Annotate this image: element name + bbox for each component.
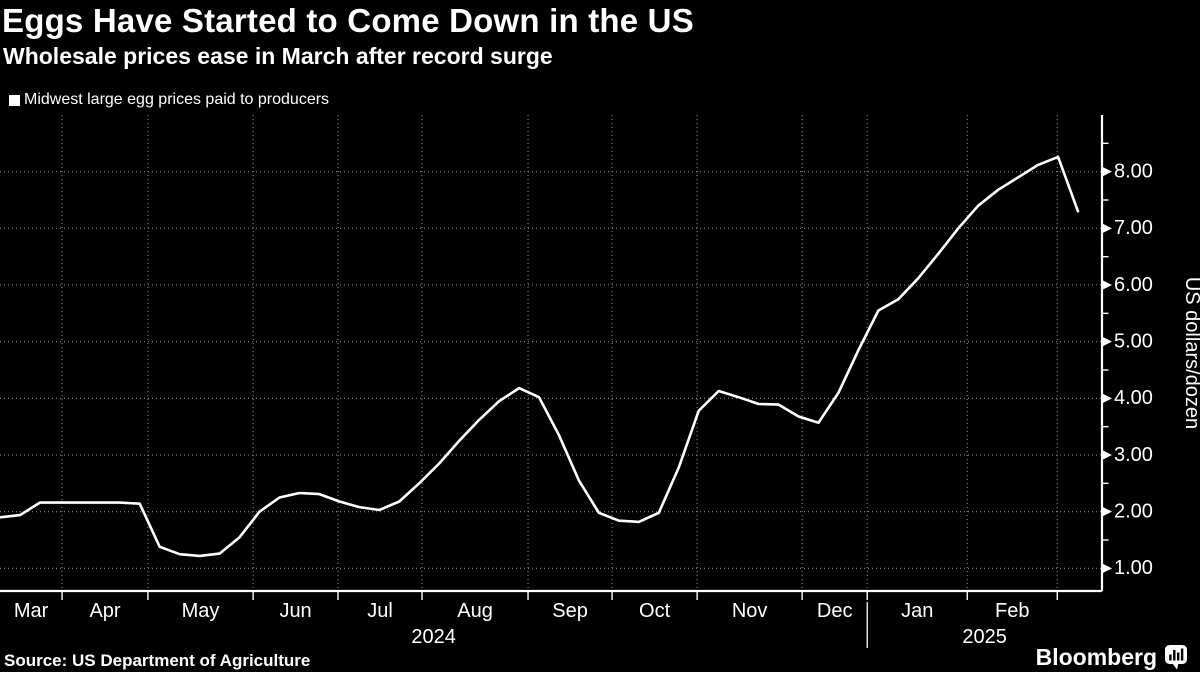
legend: Midwest large egg prices paid to produce… xyxy=(9,91,329,109)
chart-title: Eggs Have Started to Come Down in the US xyxy=(2,2,694,39)
y-tick-label: 4.00 xyxy=(1114,387,1153,409)
month-label: Feb xyxy=(995,600,1029,622)
y-tick-arrow xyxy=(1102,223,1112,234)
month-label: May xyxy=(182,600,220,622)
source-note: Source: US Department of Agriculture xyxy=(4,651,311,670)
bloomberg-logo: Bloomberg xyxy=(1036,643,1188,671)
month-label: Apr xyxy=(89,600,120,622)
y-axis-title: US dollars/dozen xyxy=(1181,277,1200,429)
month-label: Mar xyxy=(14,600,49,622)
y-tick-label: 5.00 xyxy=(1114,330,1153,352)
price-line xyxy=(0,155,1080,558)
y-tick-label: 1.00 xyxy=(1114,557,1153,579)
y-tick-arrow xyxy=(1102,280,1112,290)
y-tick-arrow xyxy=(1102,563,1112,574)
month-label: Jul xyxy=(367,600,393,622)
month-label: Aug xyxy=(457,600,493,622)
y-tick-label: 2.00 xyxy=(1114,500,1153,522)
y-tick-arrow xyxy=(1102,393,1112,404)
y-tick-arrow xyxy=(1102,166,1112,177)
year-label: 2024 xyxy=(411,626,456,648)
legend-label: Midwest large egg prices paid to produce… xyxy=(24,91,330,108)
chart-subtitle: Wholesale prices ease in March after rec… xyxy=(3,43,553,69)
year-label: 2025 xyxy=(962,626,1007,648)
bottom-rule xyxy=(0,672,1200,675)
y-tick-arrow xyxy=(1102,450,1112,460)
y-tick-arrow xyxy=(1102,506,1112,517)
y-tick-label: 7.00 xyxy=(1114,217,1153,239)
y-tick-label: 3.00 xyxy=(1114,444,1153,466)
month-label: Sep xyxy=(552,600,588,622)
bloomberg-wordmark: Bloomberg xyxy=(1035,643,1157,670)
bloomberg-bar-chart-bubble-icon xyxy=(1165,645,1187,670)
y-tick-label: 8.00 xyxy=(1114,160,1153,182)
y-tick-arrow xyxy=(1102,336,1112,347)
legend-square-swatch xyxy=(9,94,20,106)
month-label: Nov xyxy=(732,600,768,622)
y-tick-label: 6.00 xyxy=(1114,274,1153,296)
month-label: Jan xyxy=(901,600,933,622)
month-label: Jun xyxy=(279,600,311,622)
month-label: Oct xyxy=(639,600,671,622)
month-label: Dec xyxy=(817,600,853,622)
